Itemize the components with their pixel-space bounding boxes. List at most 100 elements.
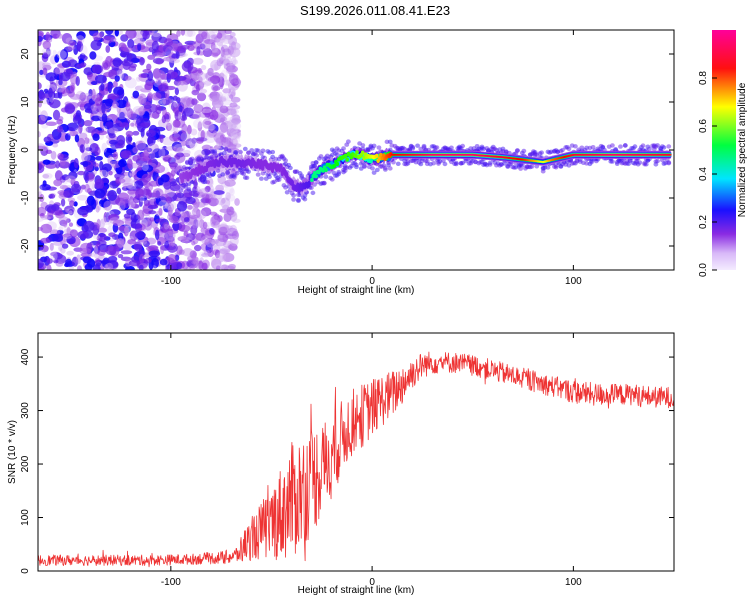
noise-blob — [108, 232, 116, 237]
y-tick-label: 200 — [20, 455, 31, 472]
ridge-halo — [192, 181, 198, 186]
noise-blob — [118, 232, 124, 241]
noise-blob — [210, 52, 219, 57]
noise-blob — [128, 260, 140, 267]
noise-blob — [176, 201, 188, 212]
noise-blob — [90, 39, 102, 51]
noise-blob — [85, 126, 96, 133]
ridge-halo — [238, 149, 243, 155]
ridge-halo — [632, 144, 638, 149]
noise-blob — [50, 251, 58, 261]
noise-blob — [216, 58, 224, 67]
noise-blob — [78, 123, 83, 134]
noise-blob — [122, 182, 134, 189]
noise-blob — [177, 80, 188, 92]
noise-blob — [204, 131, 209, 138]
colorbar-tick-label: 0.0 — [698, 263, 709, 277]
ridge-cell — [355, 150, 359, 155]
noise-blob — [40, 245, 49, 253]
noise-blob — [155, 210, 163, 217]
noise-blob — [66, 235, 76, 245]
noise-blob — [183, 216, 190, 223]
noise-blob — [134, 188, 144, 199]
noise-blob — [211, 34, 217, 45]
ridge-halo — [382, 167, 388, 172]
noise-blob — [57, 243, 63, 251]
noise-blob — [112, 57, 122, 67]
noise-blob — [124, 225, 132, 235]
ridge-halo — [610, 143, 615, 148]
noise-blob — [41, 52, 49, 63]
noise-blob — [90, 104, 98, 111]
noise-blob — [229, 94, 234, 99]
ridge-halo — [521, 148, 527, 154]
noise-blob — [133, 37, 145, 45]
noise-blob — [211, 44, 219, 53]
noise-blob — [142, 31, 150, 40]
noise-blob — [94, 162, 100, 168]
noise-blob — [102, 167, 107, 177]
ridge-halo — [225, 170, 230, 176]
ridge-cell — [324, 167, 328, 173]
noise-blob — [83, 143, 90, 153]
noise-blob — [67, 131, 73, 136]
noise-blob — [54, 170, 63, 181]
noise-blob — [191, 218, 200, 229]
ridge-halo — [255, 172, 261, 177]
noise-blob — [43, 136, 52, 143]
noise-blob — [163, 223, 169, 230]
noise-blob — [49, 242, 54, 251]
ridge-halo — [231, 174, 237, 179]
x-tick-label: 100 — [565, 577, 582, 588]
noise-blob — [177, 236, 187, 242]
noise-blob — [75, 35, 85, 45]
noise-blob — [176, 152, 184, 158]
noise-blob — [130, 223, 143, 229]
noise-blob — [74, 127, 81, 135]
noise-blob — [123, 177, 134, 188]
noise-blob — [177, 111, 182, 122]
noise-blob — [151, 30, 162, 38]
noise-blob — [141, 164, 154, 173]
noise-blob — [165, 57, 175, 62]
noise-blob — [77, 206, 89, 216]
noise-blob — [75, 110, 82, 118]
noise-blob — [43, 214, 54, 220]
ridge-halo — [249, 148, 255, 153]
noise-blob — [108, 220, 114, 227]
noise-blob — [43, 88, 49, 93]
noise-blob — [38, 109, 42, 115]
noise-blob — [154, 229, 160, 241]
noise-blob — [46, 258, 53, 264]
noise-blob — [53, 252, 63, 260]
noise-blob — [222, 252, 235, 262]
noise-blob — [73, 158, 79, 169]
noise-blob — [201, 64, 207, 71]
noise-blob — [209, 228, 215, 235]
noise-blob — [219, 54, 226, 61]
noise-blob — [84, 183, 90, 193]
colorbar: 0.0 0.2 0.4 0.6 0.8 Normalized spectral ampl… — [698, 30, 748, 277]
noise-blob — [218, 255, 224, 263]
noise-blob — [218, 124, 228, 134]
noise-blob — [215, 265, 221, 270]
noise-blob — [96, 130, 108, 136]
noise-blob — [214, 249, 220, 259]
noise-blob — [126, 181, 137, 190]
ridge-halo — [260, 148, 266, 153]
noise-blob — [108, 260, 119, 269]
noise-blob — [198, 76, 203, 83]
noise-blob — [182, 248, 194, 257]
noise-blob — [196, 220, 202, 228]
noise-blob — [72, 116, 82, 124]
noise-blob — [200, 227, 209, 234]
noise-blob — [132, 130, 140, 136]
noise-blob — [77, 230, 89, 239]
noise-blob — [118, 159, 127, 168]
noise-blob — [64, 133, 71, 141]
ridge-halo — [334, 152, 340, 157]
ridge-halo — [500, 146, 506, 152]
noise-blob — [201, 144, 212, 151]
noise-blob — [108, 170, 113, 176]
noise-blob — [201, 235, 212, 245]
